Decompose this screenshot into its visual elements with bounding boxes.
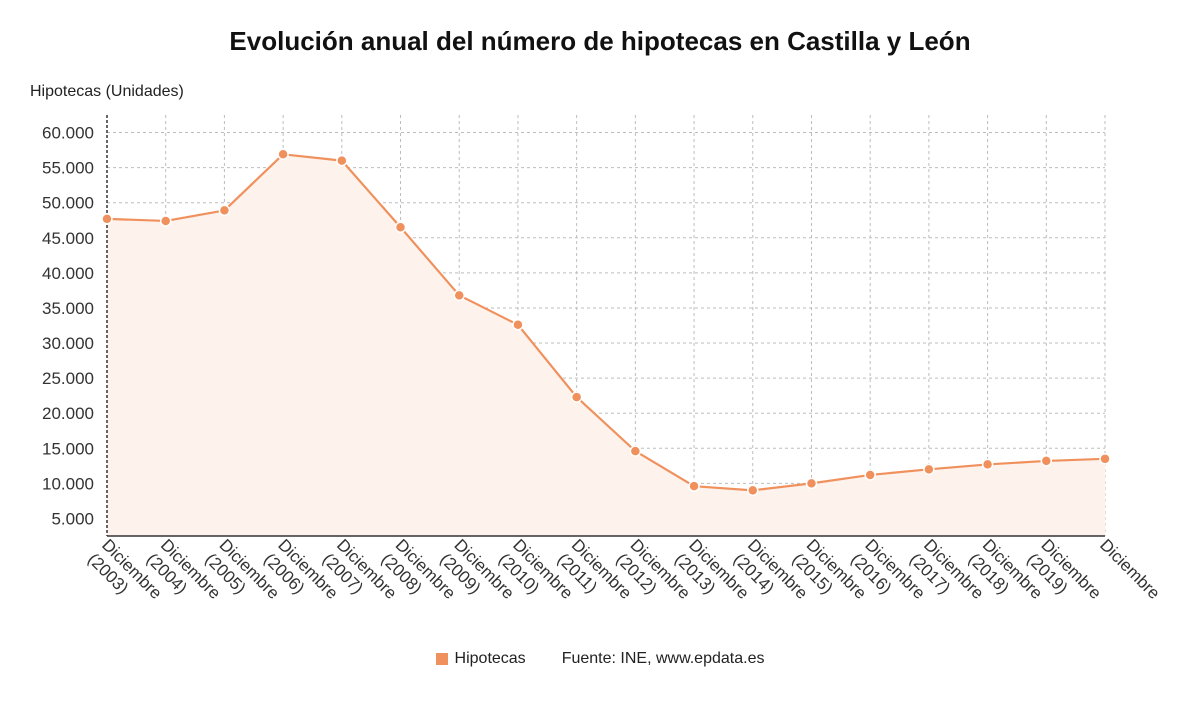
- data-point: [101, 213, 113, 225]
- y-tick-label: 25.000: [42, 369, 94, 388]
- y-tick-label: 35.000: [42, 299, 94, 318]
- y-tick-label: 45.000: [42, 229, 94, 248]
- x-tick-label: Diciembre(2007): [319, 535, 401, 617]
- point-layer: [101, 148, 1111, 497]
- series-area: [107, 154, 1105, 536]
- data-point: [688, 480, 700, 492]
- chart-title: Evolución anual del número de hipotecas …: [229, 26, 971, 56]
- legend-swatch: [435, 653, 448, 665]
- y-tick-label: 50.000: [42, 194, 94, 213]
- y-tick-label: 40.000: [42, 264, 94, 283]
- line-layer: [106, 153, 1106, 492]
- y-tick-label: 20.000: [42, 404, 94, 423]
- y-tick-label: 10.000: [42, 474, 94, 493]
- y-tick-label: 30.000: [42, 334, 94, 353]
- y-axis-label: Hipotecas (Unidades): [30, 83, 184, 100]
- x-tick-label: Diciembre(2006): [260, 535, 342, 617]
- data-point: [336, 154, 348, 167]
- source-note: Fuente: INE, www.epdata.es: [561, 650, 765, 667]
- x-tick-label: Diciembre(2019): [1023, 535, 1105, 617]
- data-point: [981, 458, 994, 471]
- x-tick-label: Diciembre(2004): [143, 535, 225, 617]
- data-point: [747, 484, 759, 497]
- axis-layer: [106, 115, 1105, 537]
- data-point: [453, 289, 465, 302]
- x-tick-label: Diciembre(2012): [612, 535, 694, 617]
- x-tick-label: Diciembre(2009): [436, 535, 518, 617]
- y-tick-label: 60.000: [42, 124, 94, 143]
- area-layer: [107, 154, 1105, 536]
- x-tick-label: Diciembre(2008): [378, 535, 460, 617]
- data-point: [218, 204, 231, 217]
- data-point: [805, 477, 818, 490]
- x-tick-label-line: Diciembre: [1096, 535, 1164, 603]
- data-point: [629, 445, 642, 457]
- y-tick-label: 15.000: [42, 439, 94, 458]
- x-tick-label: Diciembre(2017): [906, 535, 988, 617]
- x-tick-label: Diciembre(2011): [554, 535, 636, 617]
- x-tick-label: Diciembre(2014): [730, 535, 812, 617]
- x-tick-label: Diciembre(2015): [789, 535, 871, 617]
- y-tick-label: 5.000: [51, 509, 94, 528]
- data-point: [394, 221, 407, 234]
- y-tick-label: 55.000: [42, 159, 94, 178]
- x-tick-label: Diciembre: [1096, 535, 1164, 603]
- x-tick-label: Diciembre(2005): [201, 535, 283, 617]
- x-tick-label: Diciembre(2018): [965, 535, 1047, 617]
- y-tick-labels: 5.000 10.000 15.000 20.000 25.000 30.000 35.00…: [42, 124, 94, 529]
- data-point: [570, 391, 583, 403]
- legend-label: Hipotecas: [454, 650, 526, 667]
- data-point: [277, 148, 289, 161]
- data-point: [1099, 453, 1111, 465]
- x-tick-labels: Diciembre(2003) Diciembre(2004) Diciembre(…: [84, 535, 1164, 617]
- x-tick-label: Diciembre(2010): [495, 535, 577, 617]
- legend: Hipotecas Fuente: INE, www.epdata.es: [0, 650, 1200, 668]
- data-point: [864, 469, 876, 481]
- x-tick-label: Diciembre(2016): [847, 535, 929, 617]
- data-point: [923, 463, 935, 476]
- x-tick-label: Diciembre(2003): [84, 535, 166, 617]
- data-point: [512, 319, 524, 331]
- x-tick-label: Diciembre(2013): [671, 535, 753, 617]
- data-point: [159, 215, 172, 227]
- legend-item-hipotecas[interactable]: Hipotecas: [435, 650, 526, 668]
- series-line-hipotecas: [106, 153, 1106, 492]
- data-point: [1040, 455, 1053, 467]
